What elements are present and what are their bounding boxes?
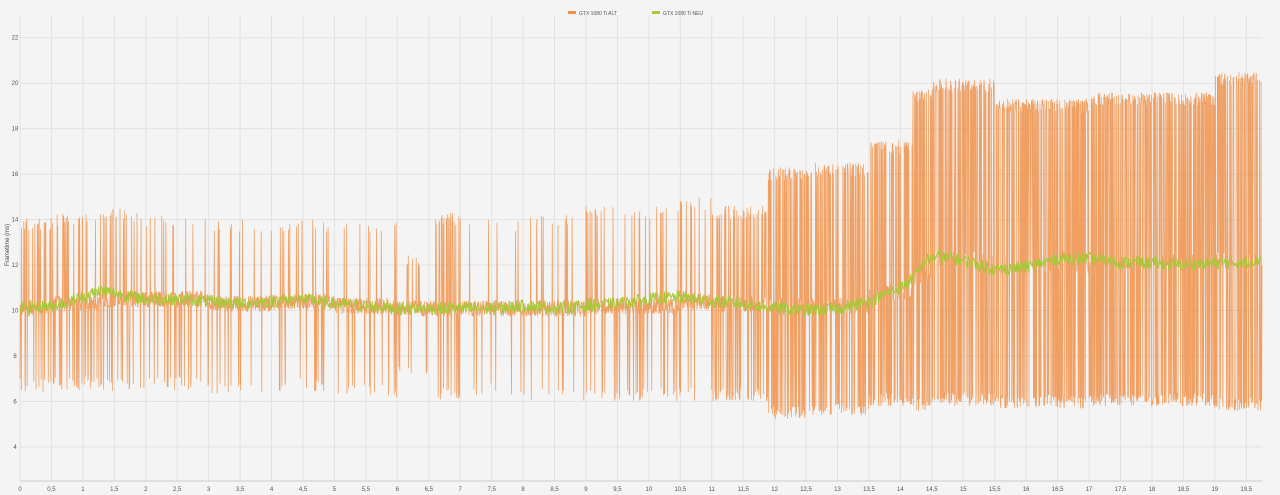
x-tick-label: 5,5 (362, 487, 371, 493)
x-tick-label: 0 (18, 487, 22, 493)
x-tick-label: 11,5 (738, 487, 750, 493)
x-tick-label: 19,5 (1240, 487, 1252, 493)
legend-swatch (568, 11, 576, 14)
x-tick-label: 13,5 (863, 487, 875, 493)
x-tick-label: 11 (709, 487, 716, 493)
x-tick-label: 6,5 (425, 487, 434, 493)
x-tick-label: 17 (1086, 487, 1093, 493)
y-tick-label: 18 (12, 127, 19, 133)
y-tick-labels: 4 6 8 10 12 14 16 18 20 22 (12, 36, 19, 451)
y-tick-label: 8 (13, 354, 17, 360)
x-tick-label: 3 (207, 487, 211, 493)
y-tick-label: 4 (13, 445, 17, 451)
x-tick-label: 10 (646, 487, 653, 493)
x-tick-label: 7 (459, 487, 463, 493)
x-tick-label: 8 (521, 487, 525, 493)
x-tick-label: 8,5 (550, 487, 559, 493)
x-tick-label: 6 (396, 487, 400, 493)
x-tick-label: 16 (1023, 487, 1030, 493)
x-tick-label: 7,5 (487, 487, 496, 493)
x-tick-label: 18,5 (1178, 487, 1190, 493)
x-tick-label: 15 (960, 487, 967, 493)
series-layer (19, 72, 1263, 420)
x-tick-label: 12,5 (800, 487, 812, 493)
x-tick-label: 9 (584, 487, 588, 493)
y-tick-label: 14 (12, 218, 19, 224)
x-tick-label: 2,5 (173, 487, 182, 493)
x-tick-label: 1,5 (110, 487, 119, 493)
legend: GTX 1080 Ti ALT GTX 1080 Ti NEU (568, 11, 703, 17)
x-tick-label: 15,5 (989, 487, 1001, 493)
y-gridlines (20, 37, 1262, 448)
legend-label: GTX 1080 Ti NEU (663, 11, 703, 17)
x-tick-label: 2 (144, 487, 148, 493)
x-tick-label: 13 (834, 487, 841, 493)
legend-swatch (652, 11, 660, 14)
x-tick-label: 17,5 (1115, 487, 1127, 493)
x-tick-label: 9,5 (613, 487, 622, 493)
x-tick-label: 5 (333, 487, 337, 493)
x-tick-label: 16,5 (1052, 487, 1064, 493)
x-tick-label: 3,5 (236, 487, 245, 493)
x-tick-label: 19 (1211, 487, 1218, 493)
y-tick-label: 6 (13, 399, 17, 405)
y-tick-label: 20 (12, 81, 19, 87)
y-tick-label: 10 (12, 309, 19, 315)
y-tick-label: 16 (12, 172, 19, 178)
y-tick-label: 22 (12, 36, 19, 42)
y-axis-title: Frametime (ms) (5, 224, 11, 266)
x-tick-label: 14,5 (926, 487, 938, 493)
x-tick-label: 18 (1149, 487, 1156, 493)
x-tick-label: 4,5 (299, 487, 308, 493)
x-tick-labels: 0 0,5 1 1,5 2 2,5 3 3,5 4 4,5 5 5,5 6 6,5 7 7,5 8 8,5 9 9,5… (18, 487, 1252, 493)
y-tick-label: 12 (12, 263, 19, 269)
x-tick-label: 1 (81, 487, 85, 493)
x-tick-label: 10,5 (674, 487, 686, 493)
series-line-gtx-1080-ti-neu (19, 250, 1262, 317)
x-tick-label: 4 (270, 487, 274, 493)
x-tick-label: 14 (897, 487, 904, 493)
x-tick-label: 0,5 (47, 487, 56, 493)
x-tick-label: 12 (771, 487, 778, 493)
legend-label: GTX 1080 Ti ALT (579, 11, 617, 17)
